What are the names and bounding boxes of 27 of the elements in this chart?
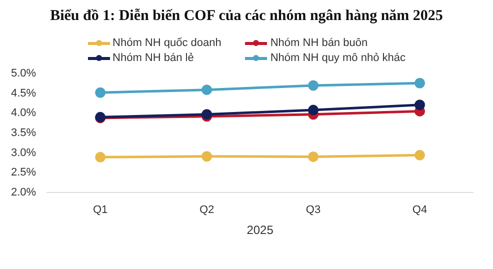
y-tick-label: 5.0% [10,68,36,80]
x-tick-label: Q4 [412,204,428,216]
legend-label: Nhóm NH quy mô nhỏ khác [270,52,406,64]
y-tick-label: 3.5% [10,127,36,140]
point [414,150,426,160]
point [414,100,426,110]
point [308,104,319,116]
point [308,152,319,162]
x-axis-title: 2025 [246,223,274,238]
point [95,87,106,98]
point [308,80,319,91]
legend-label: Nhóm NH quốc doanh [112,37,222,49]
x-tick-label: Q1 [92,204,108,216]
point [95,152,106,162]
chart-title: Biểu đồ 1: Diễn biến COF của các nhóm ngân hàng năm 2025 [49,8,444,25]
legend-label: Nhóm NH bán lẻ [112,52,194,64]
y-tick-label: 2.5% [10,166,36,179]
legend-label: Nhóm NH bán buôn [270,37,368,49]
y-tick-label: 4.5% [10,87,36,100]
y-tick-label: 3.0% [10,146,36,159]
y-tick-label: 2.0% [10,186,36,198]
y-tick-label: 4.0% [10,107,36,120]
point [202,84,212,96]
point [414,78,426,88]
point [202,151,212,162]
x-tick-label: Q3 [306,204,321,216]
x-tick-label: Q2 [199,204,214,216]
